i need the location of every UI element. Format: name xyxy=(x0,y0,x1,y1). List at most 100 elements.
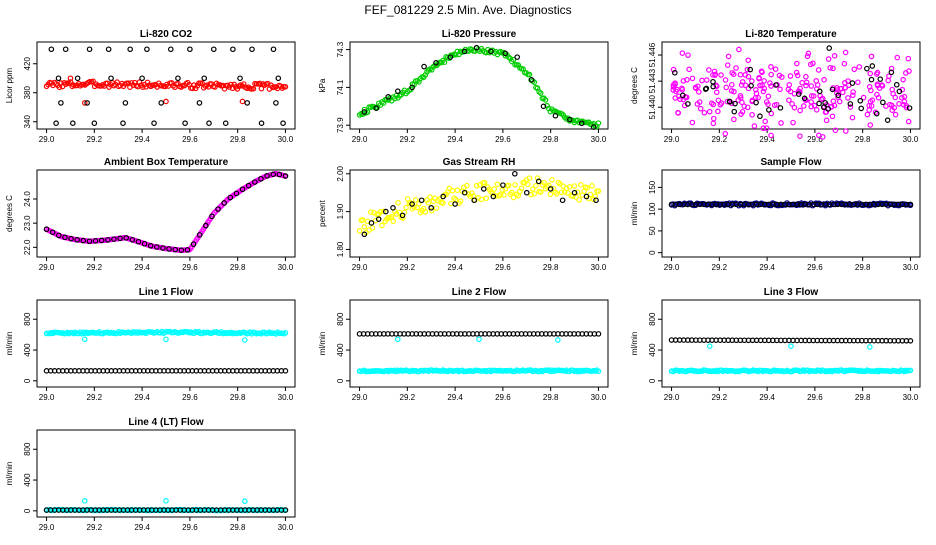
data-point xyxy=(144,46,150,53)
data-point xyxy=(583,193,590,200)
data-point xyxy=(868,76,875,83)
data-point xyxy=(81,336,88,343)
data-point xyxy=(242,498,248,505)
data-point xyxy=(679,92,686,99)
data-point xyxy=(478,196,485,203)
data-point xyxy=(892,111,899,118)
x-tick-label: 29.8 xyxy=(543,393,559,402)
x-tick-label: 29.6 xyxy=(807,263,823,272)
x-tick-label: 30.0 xyxy=(903,393,919,402)
data-point xyxy=(368,220,375,226)
data-point xyxy=(673,88,679,95)
series-1 xyxy=(81,498,248,505)
data-point xyxy=(822,100,828,106)
x-tick-label: 29.2 xyxy=(87,393,103,402)
panel-title: Gas Stream RH xyxy=(443,157,516,168)
data-point xyxy=(741,103,748,109)
x-tick-label: 29.2 xyxy=(400,393,416,402)
data-point xyxy=(166,246,172,252)
data-point xyxy=(258,175,264,182)
data-point xyxy=(760,125,767,132)
y-tick-label: 400 xyxy=(648,343,657,357)
data-point xyxy=(282,173,289,179)
data-point xyxy=(571,183,578,189)
data-point xyxy=(864,65,870,72)
data-point xyxy=(869,63,876,69)
data-point xyxy=(576,197,583,203)
data-point xyxy=(273,100,279,106)
data-point xyxy=(760,88,767,95)
series-1 xyxy=(81,336,248,343)
data-point xyxy=(762,118,769,125)
data-point xyxy=(529,186,536,192)
data-point xyxy=(256,80,263,87)
data-point xyxy=(501,192,507,198)
data-point xyxy=(801,95,808,102)
x-tick-label: 29.6 xyxy=(495,135,511,144)
data-point xyxy=(280,120,286,127)
data-point xyxy=(158,100,165,106)
data-point xyxy=(275,75,282,82)
data-point xyxy=(412,197,419,203)
series-0 xyxy=(43,78,289,92)
data-point xyxy=(416,201,422,207)
data-point xyxy=(722,77,729,83)
data-point xyxy=(850,92,856,99)
data-point xyxy=(201,75,208,82)
data-point xyxy=(541,179,547,186)
data-point xyxy=(703,85,710,92)
y-axis-label: ml/min xyxy=(630,202,639,226)
data-point xyxy=(523,189,530,196)
y-tick-label: 400 xyxy=(336,343,345,357)
data-point xyxy=(851,66,858,73)
data-point xyxy=(264,173,270,179)
data-point xyxy=(239,186,246,193)
data-point xyxy=(593,197,599,204)
data-point xyxy=(885,77,892,84)
series-1 xyxy=(43,171,289,253)
data-point xyxy=(793,60,800,67)
x-tick-label: 29.6 xyxy=(495,263,511,272)
data-point xyxy=(244,100,251,106)
data-point xyxy=(880,99,886,106)
data-point xyxy=(505,182,512,189)
y-axis-label: degrees C xyxy=(630,67,639,104)
data-point xyxy=(49,229,56,236)
data-point xyxy=(685,52,691,58)
data-point xyxy=(483,195,490,202)
data-point xyxy=(763,125,770,131)
data-point xyxy=(589,182,595,189)
data-point xyxy=(361,224,368,230)
x-tick-label: 29.2 xyxy=(712,263,728,272)
data-point xyxy=(571,189,578,196)
data-point xyxy=(227,194,234,201)
data-point xyxy=(440,200,446,206)
data-point xyxy=(759,69,765,76)
panel-temp820: Li-820 Temperature 29.0 29.2 29.4 29.6 29.8 30… xyxy=(630,29,921,144)
data-point xyxy=(831,53,838,59)
series-1 xyxy=(361,44,597,130)
data-point xyxy=(542,97,549,103)
data-point xyxy=(799,79,805,86)
data-point xyxy=(565,190,571,196)
series-1 xyxy=(668,201,914,208)
data-point xyxy=(216,205,222,212)
data-point xyxy=(745,57,752,64)
data-point xyxy=(282,368,289,374)
data-point xyxy=(105,237,111,243)
data-point xyxy=(899,95,905,101)
y-axis-label: ml/min xyxy=(5,332,14,356)
data-point xyxy=(837,85,844,92)
data-point xyxy=(842,128,849,134)
series-2 xyxy=(826,45,833,51)
data-point xyxy=(74,237,80,243)
data-point xyxy=(868,53,875,60)
data-point xyxy=(867,70,874,77)
data-point xyxy=(906,68,912,74)
data-point xyxy=(810,93,817,99)
data-point xyxy=(761,85,768,92)
data-point xyxy=(715,108,721,115)
y-tick-label: 150 xyxy=(648,180,657,194)
data-point xyxy=(888,69,895,76)
data-point xyxy=(708,100,715,106)
